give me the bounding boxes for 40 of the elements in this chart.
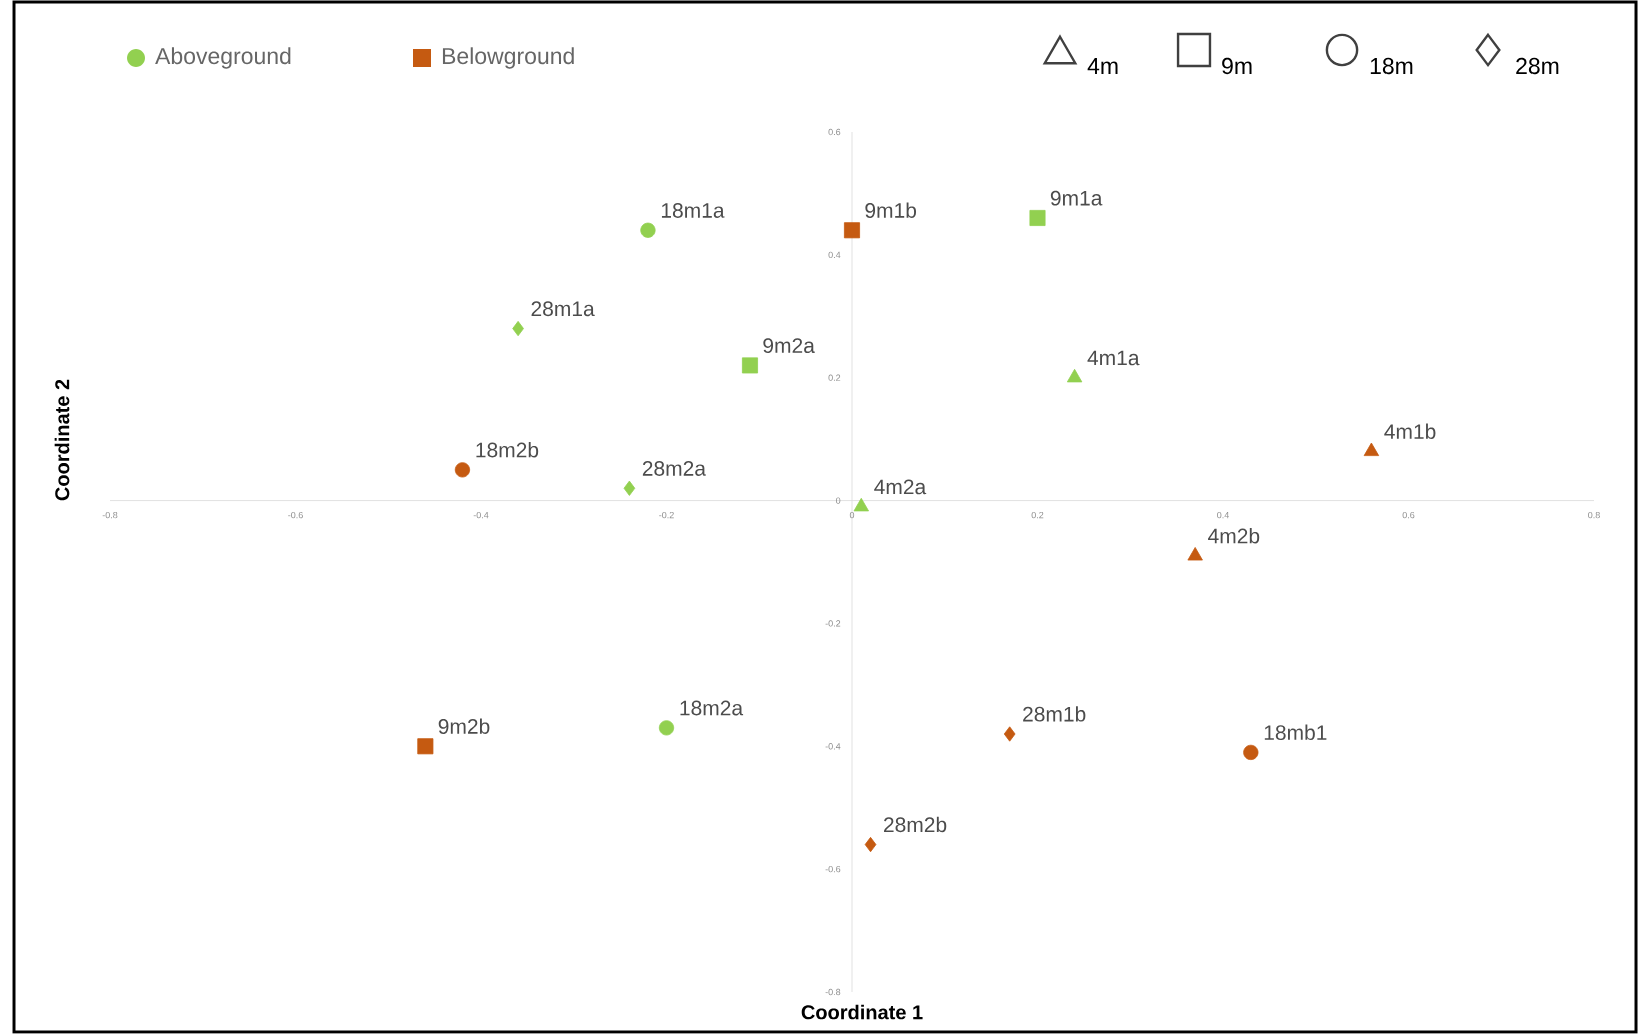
data-label: 28m2a [642, 461, 706, 476]
text: Belowground [442, 47, 574, 69]
data-label: 9m1a [1050, 190, 1103, 206]
data-label: 4m1b [1384, 423, 1436, 440]
data-label: 4m2a [874, 479, 927, 495]
point [1003, 726, 1016, 742]
point [640, 222, 656, 238]
data-label: 4m1a [1087, 350, 1140, 366]
point [1066, 368, 1083, 383]
data-label: 18m2a [680, 700, 744, 716]
data-label: 9m2a [763, 338, 815, 354]
point [1187, 547, 1203, 561]
text: 9m [1222, 57, 1252, 75]
point [853, 497, 869, 512]
point [1363, 442, 1380, 457]
data-label: 18mb1 [1264, 724, 1327, 741]
x-axis-title: Coordinate 1 [801, 1004, 923, 1020]
point [658, 720, 675, 736]
point [512, 320, 524, 337]
point [844, 222, 860, 239]
point [741, 357, 758, 374]
text: 28m [1516, 57, 1559, 75]
data-label: 4m2b [1208, 528, 1260, 544]
text: 4m [1087, 58, 1118, 74]
data-label: 18m2b [476, 442, 539, 458]
point [1243, 744, 1259, 761]
data-label: 9m1b [865, 202, 917, 218]
point [1029, 209, 1046, 226]
point [454, 462, 471, 478]
data-label: 28m2b [884, 816, 947, 833]
data-label: 28m1b [1023, 706, 1086, 722]
data-label: 28m1a [531, 301, 595, 317]
point [623, 480, 636, 496]
data-label: 18m1a [661, 203, 725, 218]
point [864, 836, 877, 853]
point [417, 738, 434, 755]
text: 18m [1370, 57, 1413, 75]
data-label: 9m2b [438, 718, 490, 734]
text: Aboveground [155, 47, 291, 69]
y-axis-title: Coordinate 2 [54, 379, 70, 501]
